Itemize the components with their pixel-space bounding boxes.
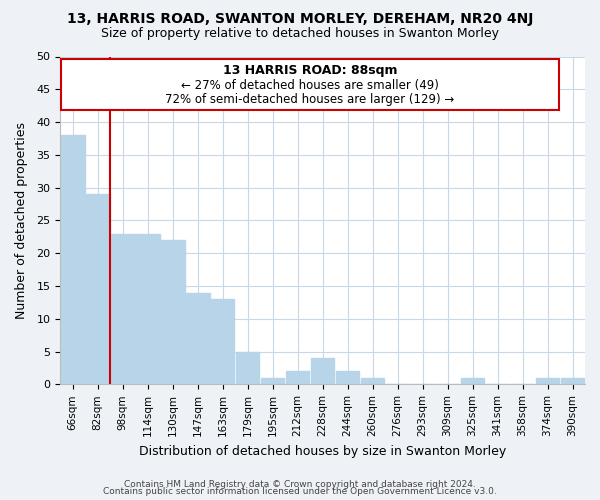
Bar <box>560 378 584 384</box>
Text: Size of property relative to detached houses in Swanton Morley: Size of property relative to detached ho… <box>101 28 499 40</box>
Bar <box>286 371 310 384</box>
Bar <box>161 240 185 384</box>
Text: Contains public sector information licensed under the Open Government Licence v3: Contains public sector information licen… <box>103 487 497 496</box>
Text: 13, HARRIS ROAD, SWANTON MORLEY, DEREHAM, NR20 4NJ: 13, HARRIS ROAD, SWANTON MORLEY, DEREHAM… <box>67 12 533 26</box>
Bar <box>236 352 259 384</box>
Bar <box>111 234 134 384</box>
Text: Contains HM Land Registry data © Crown copyright and database right 2024.: Contains HM Land Registry data © Crown c… <box>124 480 476 489</box>
Bar <box>336 371 359 384</box>
Bar <box>86 194 110 384</box>
Bar <box>311 358 334 384</box>
Bar <box>361 378 385 384</box>
Bar <box>261 378 284 384</box>
FancyBboxPatch shape <box>61 59 559 110</box>
Bar <box>186 292 209 384</box>
Y-axis label: Number of detached properties: Number of detached properties <box>15 122 28 319</box>
Text: 72% of semi-detached houses are larger (129) →: 72% of semi-detached houses are larger (… <box>166 93 455 106</box>
Bar <box>211 299 235 384</box>
Bar <box>461 378 484 384</box>
X-axis label: Distribution of detached houses by size in Swanton Morley: Distribution of detached houses by size … <box>139 444 506 458</box>
Text: ← 27% of detached houses are smaller (49): ← 27% of detached houses are smaller (49… <box>181 79 439 92</box>
Bar <box>61 135 85 384</box>
Bar <box>536 378 559 384</box>
Bar <box>136 234 160 384</box>
Text: 13 HARRIS ROAD: 88sqm: 13 HARRIS ROAD: 88sqm <box>223 64 397 78</box>
